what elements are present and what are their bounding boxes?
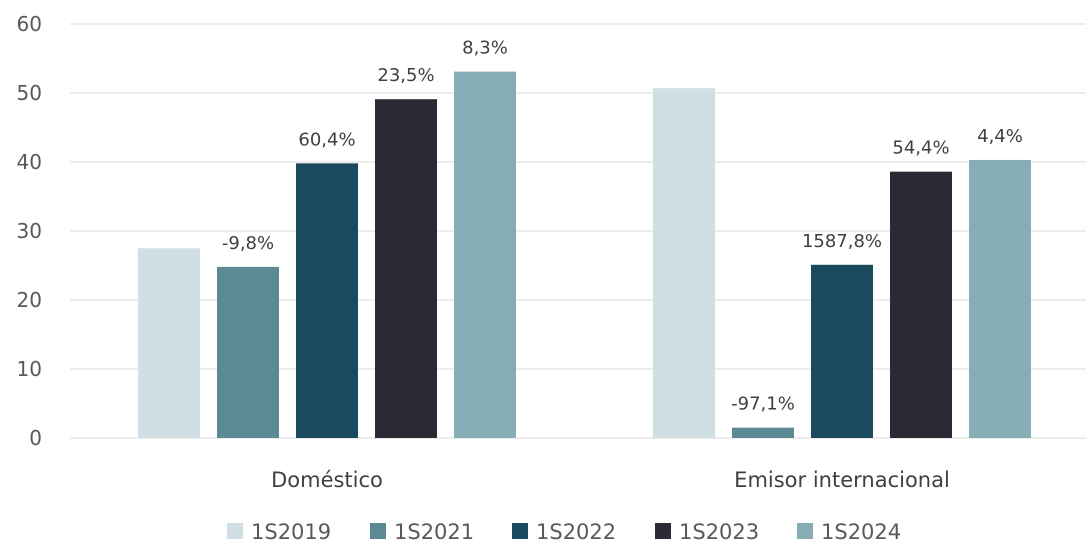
- legend-swatch-1S2019: [227, 523, 243, 539]
- bar-1S2024-domestico: [454, 71, 516, 439]
- y-tick-label: 40: [17, 150, 42, 174]
- legend-label-1S2024: 1S2024: [821, 520, 901, 544]
- bar-1S2023-emisor-internacional: [890, 171, 952, 438]
- legend-swatch-1S2024: [797, 523, 813, 539]
- legend-swatch-1S2021: [370, 523, 386, 539]
- y-tick-label: 10: [17, 357, 42, 381]
- category-label: Emisor internacional: [734, 468, 950, 492]
- bar-1S2022-domestico: [296, 163, 358, 438]
- legend-swatch-1S2023: [655, 523, 671, 539]
- bar-1S2022-emisor-internacional: [811, 264, 873, 438]
- data-label: 54,4%: [892, 138, 949, 159]
- bar-1S2024-emisor-internacional: [969, 159, 1031, 438]
- bar-1S2019-domestico: [138, 248, 200, 438]
- y-tick-label: 60: [17, 12, 42, 36]
- legend-swatch-1S2022: [512, 523, 528, 539]
- bar-1S2021-emisor-internacional: [732, 427, 794, 438]
- data-label: -9,8%: [222, 233, 274, 254]
- data-label: 4,4%: [977, 126, 1023, 147]
- data-label: 60,4%: [298, 129, 355, 150]
- legend-label-1S2023: 1S2023: [679, 520, 759, 544]
- bar-1S2021-domestico: [217, 266, 279, 438]
- category-labels: Doméstico Emisor internacional: [271, 468, 950, 492]
- y-tick-label: 0: [29, 426, 42, 450]
- bar-1S2019-emisor-internacional: [653, 88, 715, 439]
- data-labels: -9,8% 60,4% 23,5% 8,3% -97,1% 1587,8% 54,4% 4,4…: [222, 38, 1023, 415]
- data-label: 23,5%: [377, 65, 434, 86]
- data-label: -97,1%: [731, 394, 795, 415]
- data-label: 8,3%: [462, 38, 508, 59]
- y-tick-label: 30: [17, 219, 42, 243]
- bar-1S2023-domestico: [375, 99, 437, 439]
- y-axis-ticks: 0 10 20 30 40 50 60: [17, 12, 42, 450]
- legend: 1S2019 1S2021 1S2022 1S2023 1S2024: [227, 520, 901, 544]
- legend-label-1S2021: 1S2021: [394, 520, 474, 544]
- category-label: Doméstico: [271, 468, 383, 492]
- bars: [138, 71, 1031, 439]
- legend-label-1S2022: 1S2022: [536, 520, 616, 544]
- data-label: 1587,8%: [802, 231, 882, 252]
- legend-label-1S2019: 1S2019: [251, 520, 331, 544]
- y-tick-label: 20: [17, 288, 42, 312]
- y-tick-label: 50: [17, 81, 42, 105]
